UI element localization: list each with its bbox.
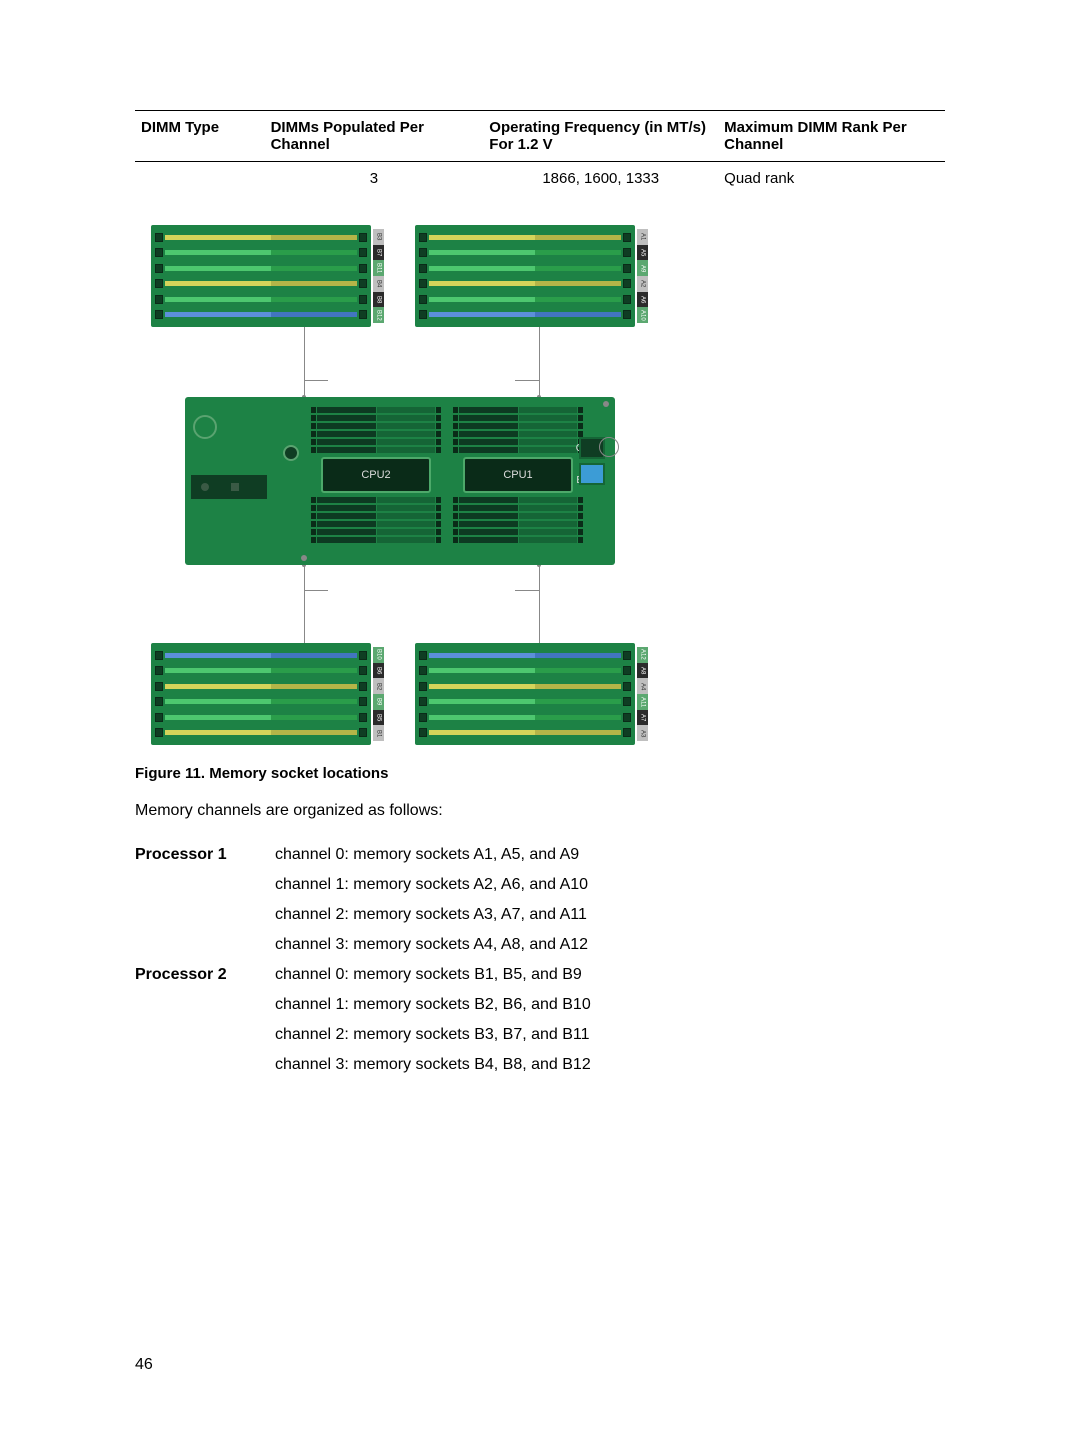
motherboard: CPU2 CPU1 C B: [185, 397, 615, 565]
th-dimm-type: DIMM Type: [135, 111, 265, 162]
channel-text: channel 0: memory sockets B1, B5, and B9: [275, 966, 582, 984]
channel-text: channel 2: memory sockets A3, A7, and A1…: [275, 906, 587, 924]
cpu2-block: CPU2: [311, 407, 441, 555]
processor-channel-list: Processor 1 channel 0: memory sockets A1…: [135, 840, 945, 1080]
connector-line: [304, 590, 328, 591]
dimm-bank-top-right: A1 A5 A9 A2 A6 A10: [415, 225, 635, 327]
body-text: Memory channels are organized as follows…: [135, 802, 945, 820]
slot-labels-a-top: A1 A5 A9 A2 A6 A10: [637, 229, 648, 323]
channel-text: channel 3: memory sockets B4, B8, and B1…: [275, 1056, 591, 1074]
cell-populated: 3: [265, 162, 484, 196]
channel-text: channel 3: memory sockets A4, A8, and A1…: [275, 936, 588, 954]
th-operating-freq: Operating Frequency (in MT/s) For 1.2 V: [483, 111, 718, 162]
dell-logo-icon: [599, 437, 619, 457]
figure-caption: Figure 11. Memory socket locations: [135, 765, 945, 782]
cpu1-block: CPU1: [453, 407, 583, 555]
processor-2-label: Processor 2: [135, 966, 275, 984]
connector-line: [304, 565, 305, 643]
table-row: 3 1866, 1600, 1333 Quad rank: [135, 162, 945, 196]
th-dimms-populated: DIMMs Populated Per Channel: [265, 111, 484, 162]
th-max-rank: Maximum DIMM Rank Per Channel: [718, 111, 945, 162]
cell-freq: 1866, 1600, 1333: [483, 162, 718, 196]
mobo-right-region: [579, 437, 609, 517]
connector-line: [539, 565, 540, 643]
connector-line: [304, 327, 305, 397]
mobo-component-icon: [191, 475, 267, 499]
channel-text: channel 0: memory sockets A1, A5, and A9: [275, 846, 579, 864]
page-number: 46: [135, 1356, 153, 1374]
memory-socket-diagram: B3 B7 B11 B4 B8 B12 A1 A5 A9 A2 A6 A10: [135, 225, 655, 745]
cpu1-label: CPU1: [463, 457, 573, 493]
channel-text: channel 1: memory sockets A2, A6, and A1…: [275, 876, 588, 894]
cell-rank: Quad rank: [718, 162, 945, 196]
slot-labels-a-bottom: A12 A8 A4 A11 A7 A3: [637, 647, 648, 741]
mobo-fan-icon: [283, 445, 299, 461]
processor-1-label: Processor 1: [135, 846, 275, 864]
slot-labels-b-top: B3 B7 B11 B4 B8 B12: [373, 229, 384, 323]
dimm-table: DIMM Type DIMMs Populated Per Channel Op…: [135, 110, 945, 195]
dimm-bank-bottom-right: A12 A8 A4 A11 A7 A3: [415, 643, 635, 745]
channel-text: channel 2: memory sockets B3, B7, and B1…: [275, 1026, 590, 1044]
channel-text: channel 1: memory sockets B2, B6, and B1…: [275, 996, 591, 1014]
cpu2-label: CPU2: [321, 457, 431, 493]
slot-labels-b-bottom: B10 B6 B2 B9 B5 B1: [373, 647, 384, 741]
connector-line: [304, 380, 328, 381]
mobo-chip-icon: [579, 463, 605, 485]
cell-dimm-type: [135, 162, 265, 196]
connector-line: [515, 380, 539, 381]
connector-line: [515, 590, 539, 591]
dimm-bank-top-left: B3 B7 B11 B4 B8 B12: [151, 225, 371, 327]
dimm-bank-bottom-left: B10 B6 B2 B9 B5 B1: [151, 643, 371, 745]
connector-line: [539, 327, 540, 397]
mobo-component-icon: [193, 415, 217, 439]
mobo-left-region: [189, 409, 295, 553]
